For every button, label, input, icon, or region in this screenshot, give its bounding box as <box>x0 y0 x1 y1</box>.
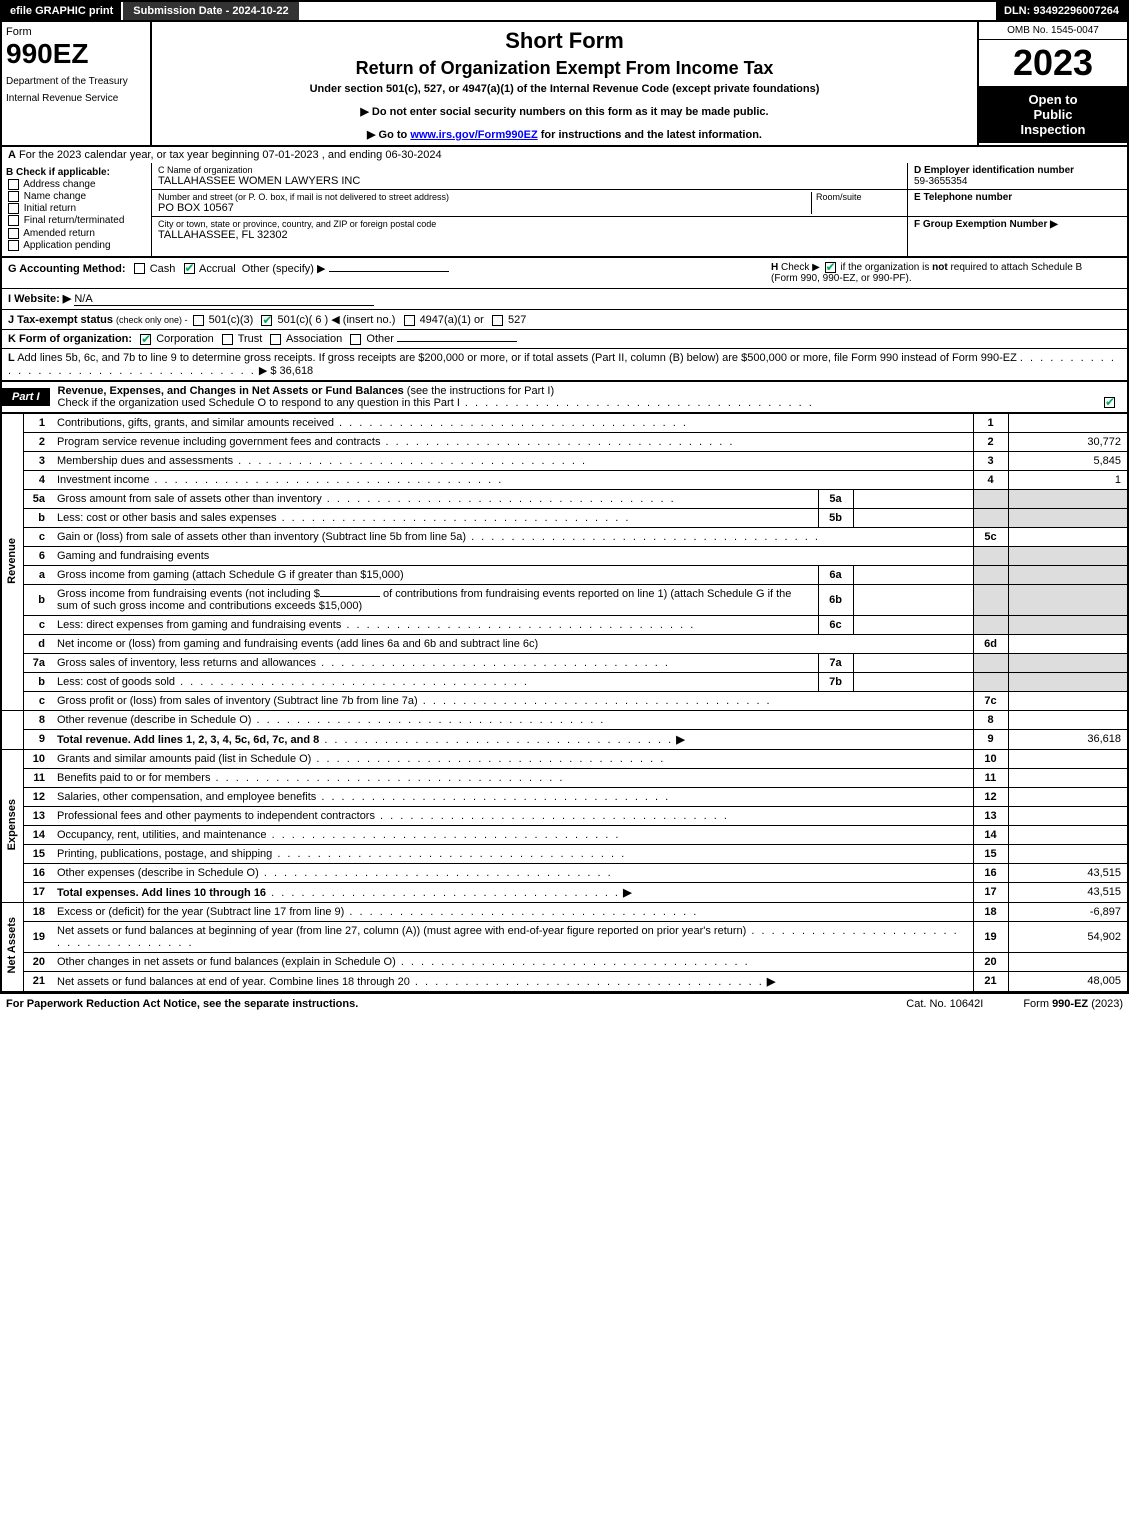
line-17-value: 43,515 <box>1008 882 1128 902</box>
line-7b-value <box>853 672 973 691</box>
org-name-label: C Name of organization <box>158 165 901 175</box>
dept-treasury: Department of the Treasury <box>6 76 146 87</box>
line-6a-value <box>853 565 973 584</box>
chk-accrual[interactable] <box>184 263 195 274</box>
line-2-value: 30,772 <box>1008 432 1128 451</box>
line-5c-value <box>1008 527 1128 546</box>
other-specify-input[interactable] <box>329 271 449 272</box>
chk-cash[interactable] <box>134 263 145 274</box>
chk-final-return[interactable]: Final return/terminated <box>6 215 147 226</box>
side-revenue: Revenue <box>1 413 23 710</box>
chk-501c[interactable] <box>261 315 272 326</box>
omb-number: OMB No. 1545-0047 <box>979 22 1127 40</box>
line-6d-value <box>1008 634 1128 653</box>
g-label: G Accounting Method: <box>8 263 126 275</box>
part-1-table: Revenue 1 Contributions, gifts, grants, … <box>0 413 1129 993</box>
line-10-value <box>1008 749 1128 768</box>
short-form-title: Short Form <box>160 28 969 54</box>
city-label: City or town, state or province, country… <box>158 219 901 229</box>
side-netassets: Net Assets <box>1 902 23 992</box>
section-l: L Add lines 5b, 6c, and 7b to line 9 to … <box>0 349 1129 382</box>
section-bcdef: B Check if applicable: Address change Na… <box>0 163 1129 258</box>
chk-trust[interactable] <box>222 334 233 345</box>
chk-name-change[interactable]: Name change <box>6 191 147 202</box>
irs-label: Internal Revenue Service <box>6 93 146 104</box>
chk-schedule-o[interactable] <box>1104 397 1115 408</box>
website-value: N/A <box>74 293 374 306</box>
instr-goto: ▶ Go to www.irs.gov/Form990EZ for instru… <box>160 128 969 141</box>
open-public-badge: Open to Public Inspection <box>979 86 1127 143</box>
section-k: K Form of organization: Corporation Trus… <box>0 330 1129 349</box>
line-5a-value <box>853 489 973 508</box>
line-6c-value <box>853 615 973 634</box>
section-i: I Website: ▶ N/A <box>0 289 1129 310</box>
section-b: B Check if applicable: Address change Na… <box>2 163 152 256</box>
form-number: 990EZ <box>6 38 146 70</box>
chk-other-org[interactable] <box>350 334 361 345</box>
ein-value: 59-3655354 <box>914 176 967 187</box>
top-bar: efile GRAPHIC print Submission Date - 20… <box>0 0 1129 22</box>
section-gh: G Accounting Method: Cash Accrual Other … <box>0 258 1129 289</box>
section-j: J Tax-exempt status (check only one) - 5… <box>0 310 1129 330</box>
line-20-value <box>1008 952 1128 971</box>
chk-schedule-b[interactable] <box>825 262 836 273</box>
org-name: TALLAHASSEE WOMEN LAWYERS INC <box>158 175 901 187</box>
line-18-value: -6,897 <box>1008 902 1128 921</box>
gross-receipts-value: 36,618 <box>280 365 314 377</box>
line-14-value <box>1008 825 1128 844</box>
irs-link[interactable]: www.irs.gov/Form990EZ <box>410 129 537 141</box>
line-9-value: 36,618 <box>1008 729 1128 749</box>
form-header: Form 990EZ Department of the Treasury In… <box>0 22 1129 147</box>
return-title: Return of Organization Exempt From Incom… <box>160 58 969 79</box>
subtitle: Under section 501(c), 527, or 4947(a)(1)… <box>160 83 969 95</box>
dln-label: DLN: 93492296007264 <box>996 2 1127 20</box>
chk-association[interactable] <box>270 334 281 345</box>
cat-no: Cat. No. 10642I <box>906 998 983 1010</box>
page-footer: For Paperwork Reduction Act Notice, see … <box>0 993 1129 1014</box>
section-def: D Employer identification number 59-3655… <box>907 163 1127 256</box>
chk-address-change[interactable]: Address change <box>6 179 147 190</box>
line-7a-value <box>853 653 973 672</box>
tax-year: 2023 <box>979 40 1127 86</box>
chk-527[interactable] <box>492 315 503 326</box>
submission-date: Submission Date - 2024-10-22 <box>121 2 298 20</box>
efile-print-label[interactable]: efile GRAPHIC print <box>2 2 121 20</box>
room-label: Room/suite <box>816 192 901 202</box>
instr-ssn: ▶ Do not enter social security numbers o… <box>160 105 969 118</box>
street-value: PO BOX 10567 <box>158 202 811 214</box>
city-value: TALLAHASSEE, FL 32302 <box>158 229 901 241</box>
form-ref: Form 990-EZ (2023) <box>1023 998 1123 1010</box>
line-5b-value <box>853 508 973 527</box>
chk-amended-return[interactable]: Amended return <box>6 228 147 239</box>
line-7c-value <box>1008 691 1128 710</box>
chk-501c3[interactable] <box>193 315 204 326</box>
part-1-tag: Part I <box>2 388 50 406</box>
line-16-value: 43,515 <box>1008 863 1128 882</box>
chk-application-pending[interactable]: Application pending <box>6 240 147 251</box>
line-1-value <box>1008 413 1128 432</box>
line-15-value <box>1008 844 1128 863</box>
line-19-value: 54,902 <box>1008 921 1128 952</box>
chk-initial-return[interactable]: Initial return <box>6 203 147 214</box>
line-3-value: 5,845 <box>1008 451 1128 470</box>
ein-label: D Employer identification number <box>914 165 1074 176</box>
line-13-value <box>1008 806 1128 825</box>
group-exempt-label: F Group Exemption Number ▶ <box>914 219 1058 230</box>
line-11-value <box>1008 768 1128 787</box>
street-label: Number and street (or P. O. box, if mail… <box>158 192 811 202</box>
chk-corporation[interactable] <box>140 334 151 345</box>
paperwork-notice: For Paperwork Reduction Act Notice, see … <box>6 998 358 1010</box>
section-a: A For the 2023 calendar year, or tax yea… <box>0 147 1129 163</box>
line-4-value: 1 <box>1008 470 1128 489</box>
phone-label: E Telephone number <box>914 192 1012 203</box>
line-21-value: 48,005 <box>1008 971 1128 992</box>
line-12-value <box>1008 787 1128 806</box>
part-1-header: Part I Revenue, Expenses, and Changes in… <box>0 382 1129 413</box>
line-6b-value <box>853 584 973 615</box>
line-8-value <box>1008 710 1128 729</box>
section-c: C Name of organization TALLAHASSEE WOMEN… <box>152 163 907 256</box>
chk-4947[interactable] <box>404 315 415 326</box>
form-word: Form <box>6 26 146 38</box>
side-expenses: Expenses <box>1 749 23 902</box>
